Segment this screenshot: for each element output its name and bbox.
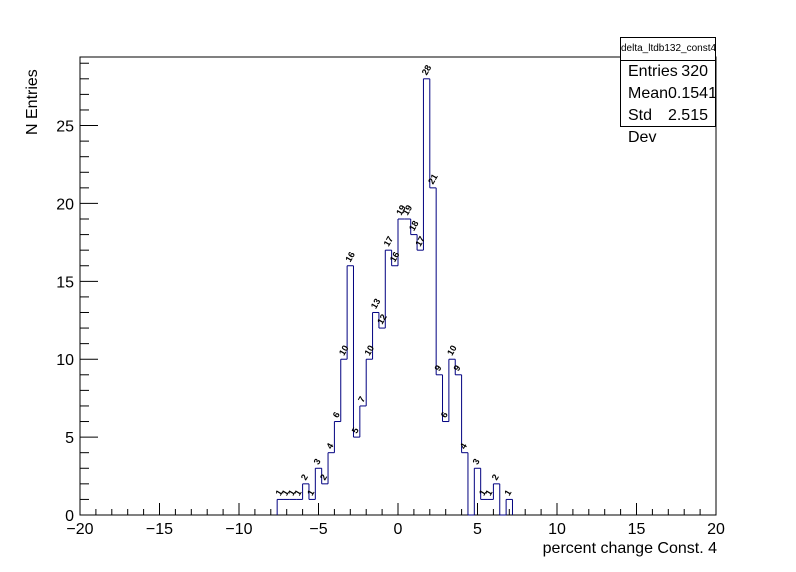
bin-count-label: 13	[369, 297, 383, 311]
bin-count-label: 9	[432, 363, 443, 372]
bin-count-label: 1	[292, 488, 303, 497]
y-tick-label: 10	[56, 352, 74, 369]
stats-value: 320	[681, 63, 708, 80]
x-tick-label: −20	[66, 521, 93, 538]
bin-count-label: 1	[305, 488, 316, 497]
bin-count-label: 2	[318, 472, 329, 481]
bin-count-label: 17	[382, 234, 396, 248]
x-tick-label: 10	[548, 521, 566, 538]
bin-count-labels: 1111213246101657101312171619191817282196…	[273, 63, 513, 497]
x-tick-label: 20	[707, 521, 725, 538]
bin-count-label: 3	[312, 457, 323, 466]
bin-count-label: 1	[286, 488, 297, 497]
bin-count-label: 28	[420, 63, 434, 77]
x-tick-label: 0	[394, 521, 403, 538]
bin-count-label: 10	[337, 344, 351, 358]
stats-box-title: delta_ltdb132_const4_temp	[621, 38, 715, 61]
stats-box: delta_ltdb132_const4_temp Entries 320 Me…	[620, 37, 717, 146]
x-tick-label: 15	[628, 521, 646, 538]
bin-count-label: 7	[356, 395, 367, 404]
bin-count-label: 1	[502, 488, 513, 497]
bin-count-label: 3	[471, 457, 482, 466]
bin-count-label: 1	[477, 488, 488, 497]
y-tick-label: 5	[65, 430, 74, 447]
bin-count-label: 18	[407, 219, 421, 233]
y-tick-label: 15	[56, 274, 74, 291]
x-axis-label: percent change Const. 4	[543, 540, 717, 557]
y-axis-label: N Entries	[24, 69, 41, 135]
stats-row-entries: Entries 320	[621, 61, 715, 83]
y-tick-label: 20	[56, 196, 74, 213]
bin-count-label: 1	[273, 488, 284, 497]
bin-count-label: 21	[426, 172, 440, 186]
bin-count-label: 16	[388, 250, 402, 264]
bin-count-label: 1	[280, 488, 291, 497]
histogram-bars	[276, 78, 513, 516]
x-tick-label: −5	[309, 521, 327, 538]
y-tick-label: 0	[65, 508, 74, 525]
bin-count-label: 1	[483, 488, 494, 497]
bin-count-label: 9	[451, 363, 462, 372]
bin-count-label: 12	[375, 312, 389, 326]
bin-count-label: 10	[362, 344, 376, 358]
bin-count-label: 10	[445, 344, 459, 358]
x-tick-label: −10	[225, 521, 252, 538]
bin-count-label: 19	[394, 203, 408, 217]
y-tick-label: 25	[56, 119, 74, 136]
stats-label: Entries	[628, 63, 678, 80]
bin-count-label: 5	[350, 426, 361, 435]
bin-count-label: 6	[331, 410, 342, 419]
bin-count-label: 19	[401, 203, 415, 217]
stats-value: 2.515	[667, 107, 708, 124]
stats-row-stddev: Std Dev 2.515	[621, 105, 715, 146]
bin-count-label: 17	[413, 234, 427, 248]
x-tick-label: −15	[146, 521, 173, 538]
bin-count-label: 4	[324, 441, 335, 450]
bin-count-label: 6	[439, 410, 450, 419]
bin-count-label: 16	[343, 250, 357, 264]
stats-row-mean: Mean 0.1541	[621, 83, 717, 105]
bin-count-label: 2	[299, 472, 310, 481]
x-tick-label: 5	[473, 521, 482, 538]
bin-count-label: 4	[458, 441, 469, 450]
stats-value: 0.1541	[668, 85, 717, 102]
bin-count-label: 2	[490, 472, 501, 481]
stats-label: Std Dev	[628, 107, 657, 146]
stats-label: Mean	[628, 85, 669, 102]
